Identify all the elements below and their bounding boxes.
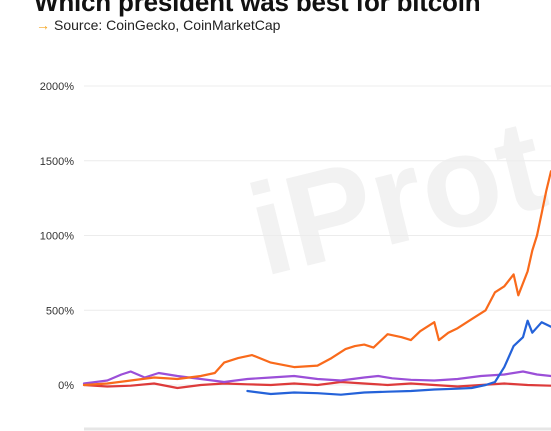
arrow-icon: → <box>36 17 50 33</box>
series-line-1 <box>246 319 551 396</box>
series-line-3 <box>82 380 551 390</box>
y-tick-label: 0% <box>58 380 74 392</box>
y-tick-label: 2000% <box>40 81 74 93</box>
series-line-0 <box>82 170 551 387</box>
y-tick-label: 500% <box>46 305 74 317</box>
chart-title: Which president was best for bitcoin <box>34 0 481 17</box>
y-tick-label: 1500% <box>40 156 74 168</box>
y-tick-label: 1000% <box>40 231 74 243</box>
chart-source: → Source: CoinGecko, CoinMarketCap <box>36 17 280 33</box>
source-text: Source: CoinGecko, CoinMarketCap <box>54 17 281 33</box>
series-line-2 <box>82 370 551 385</box>
